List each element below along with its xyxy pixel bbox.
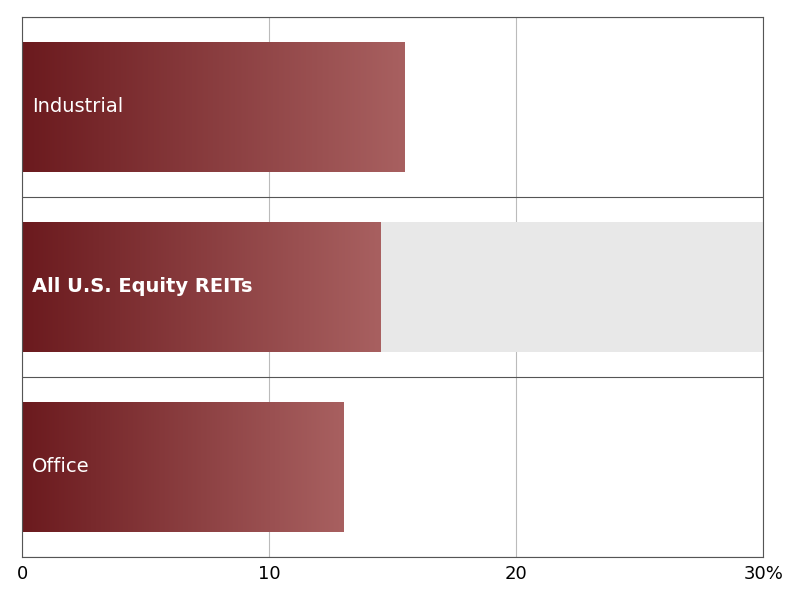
Text: Industrial: Industrial	[32, 97, 123, 116]
Text: Office: Office	[32, 457, 90, 476]
Bar	[381, 222, 763, 352]
Text: All U.S. Equity REITs: All U.S. Equity REITs	[32, 277, 253, 296]
